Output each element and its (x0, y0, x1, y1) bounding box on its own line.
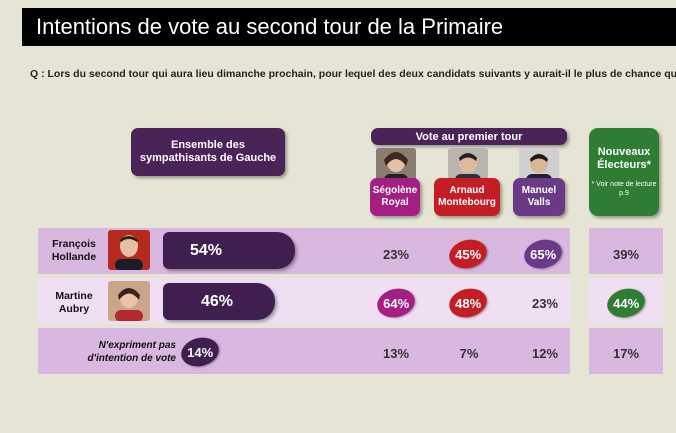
row-band-nouveaux-3 (589, 328, 663, 374)
row-label-sans-intention: N'expriment pas d'intention de vote (87, 340, 177, 364)
value-valls-aubry: 23% (531, 296, 559, 311)
value-montebourg-aubry: 48% (454, 295, 482, 311)
row-band-nouveaux-1 (589, 228, 663, 274)
value-royal-aubry: 64% (382, 295, 410, 311)
value-ensemble-hollande: 54% (190, 242, 223, 259)
bar-ensemble-hollande (163, 232, 295, 269)
value-montebourg-sans-intention: 7% (459, 346, 479, 361)
value-montebourg-hollande: 45% (454, 246, 482, 262)
row-label-hollande: François Hollande (51, 238, 97, 263)
title-bar: Intentions de vote au second tour de la … (22, 8, 676, 46)
hollande-photo (108, 230, 150, 270)
row-label-aubry: Martine Aubry (55, 290, 93, 315)
question-text: Q : Lors du second tour qui aura lieu di… (30, 68, 676, 80)
header-nouveaux-label: Nouveaux Électeurs* (597, 146, 651, 171)
value-royal-hollande: 23% (382, 247, 410, 262)
header-candidate-valls: Manuel Valls (513, 178, 565, 216)
row-band-sans-intention (38, 328, 570, 374)
header-nouveaux-note: * Voir note de lecture p.9 (591, 181, 657, 197)
bar-ensemble-aubry (163, 283, 275, 320)
value-valls-hollande: 65% (529, 246, 557, 262)
value-nouveaux-hollande: 39% (612, 247, 640, 262)
header-candidate-royal: Ségolène Royal (370, 178, 420, 216)
aubry-photo (108, 281, 150, 321)
value-ensemble-sans-intention: 14% (186, 344, 214, 360)
page-title: Intentions de vote au second tour de la … (36, 14, 504, 39)
header-nouveaux-electeurs: Nouveaux Électeurs* * Voir note de lectu… (589, 128, 659, 216)
value-valls-sans-intention: 12% (531, 346, 559, 361)
value-ensemble-aubry: 46% (201, 293, 234, 310)
header-ensemble: Ensemble des sympathisants de Gauche (131, 128, 285, 176)
value-nouveaux-aubry: 44% (612, 295, 640, 311)
value-nouveaux-sans-intention: 17% (612, 346, 640, 361)
header-candidate-montebourg: Arnaud Montebourg (434, 178, 500, 216)
value-royal-sans-intention: 13% (382, 346, 410, 361)
header-vote-premier-tour: Vote au premier tour (371, 128, 567, 145)
top-strip (0, 0, 676, 7)
